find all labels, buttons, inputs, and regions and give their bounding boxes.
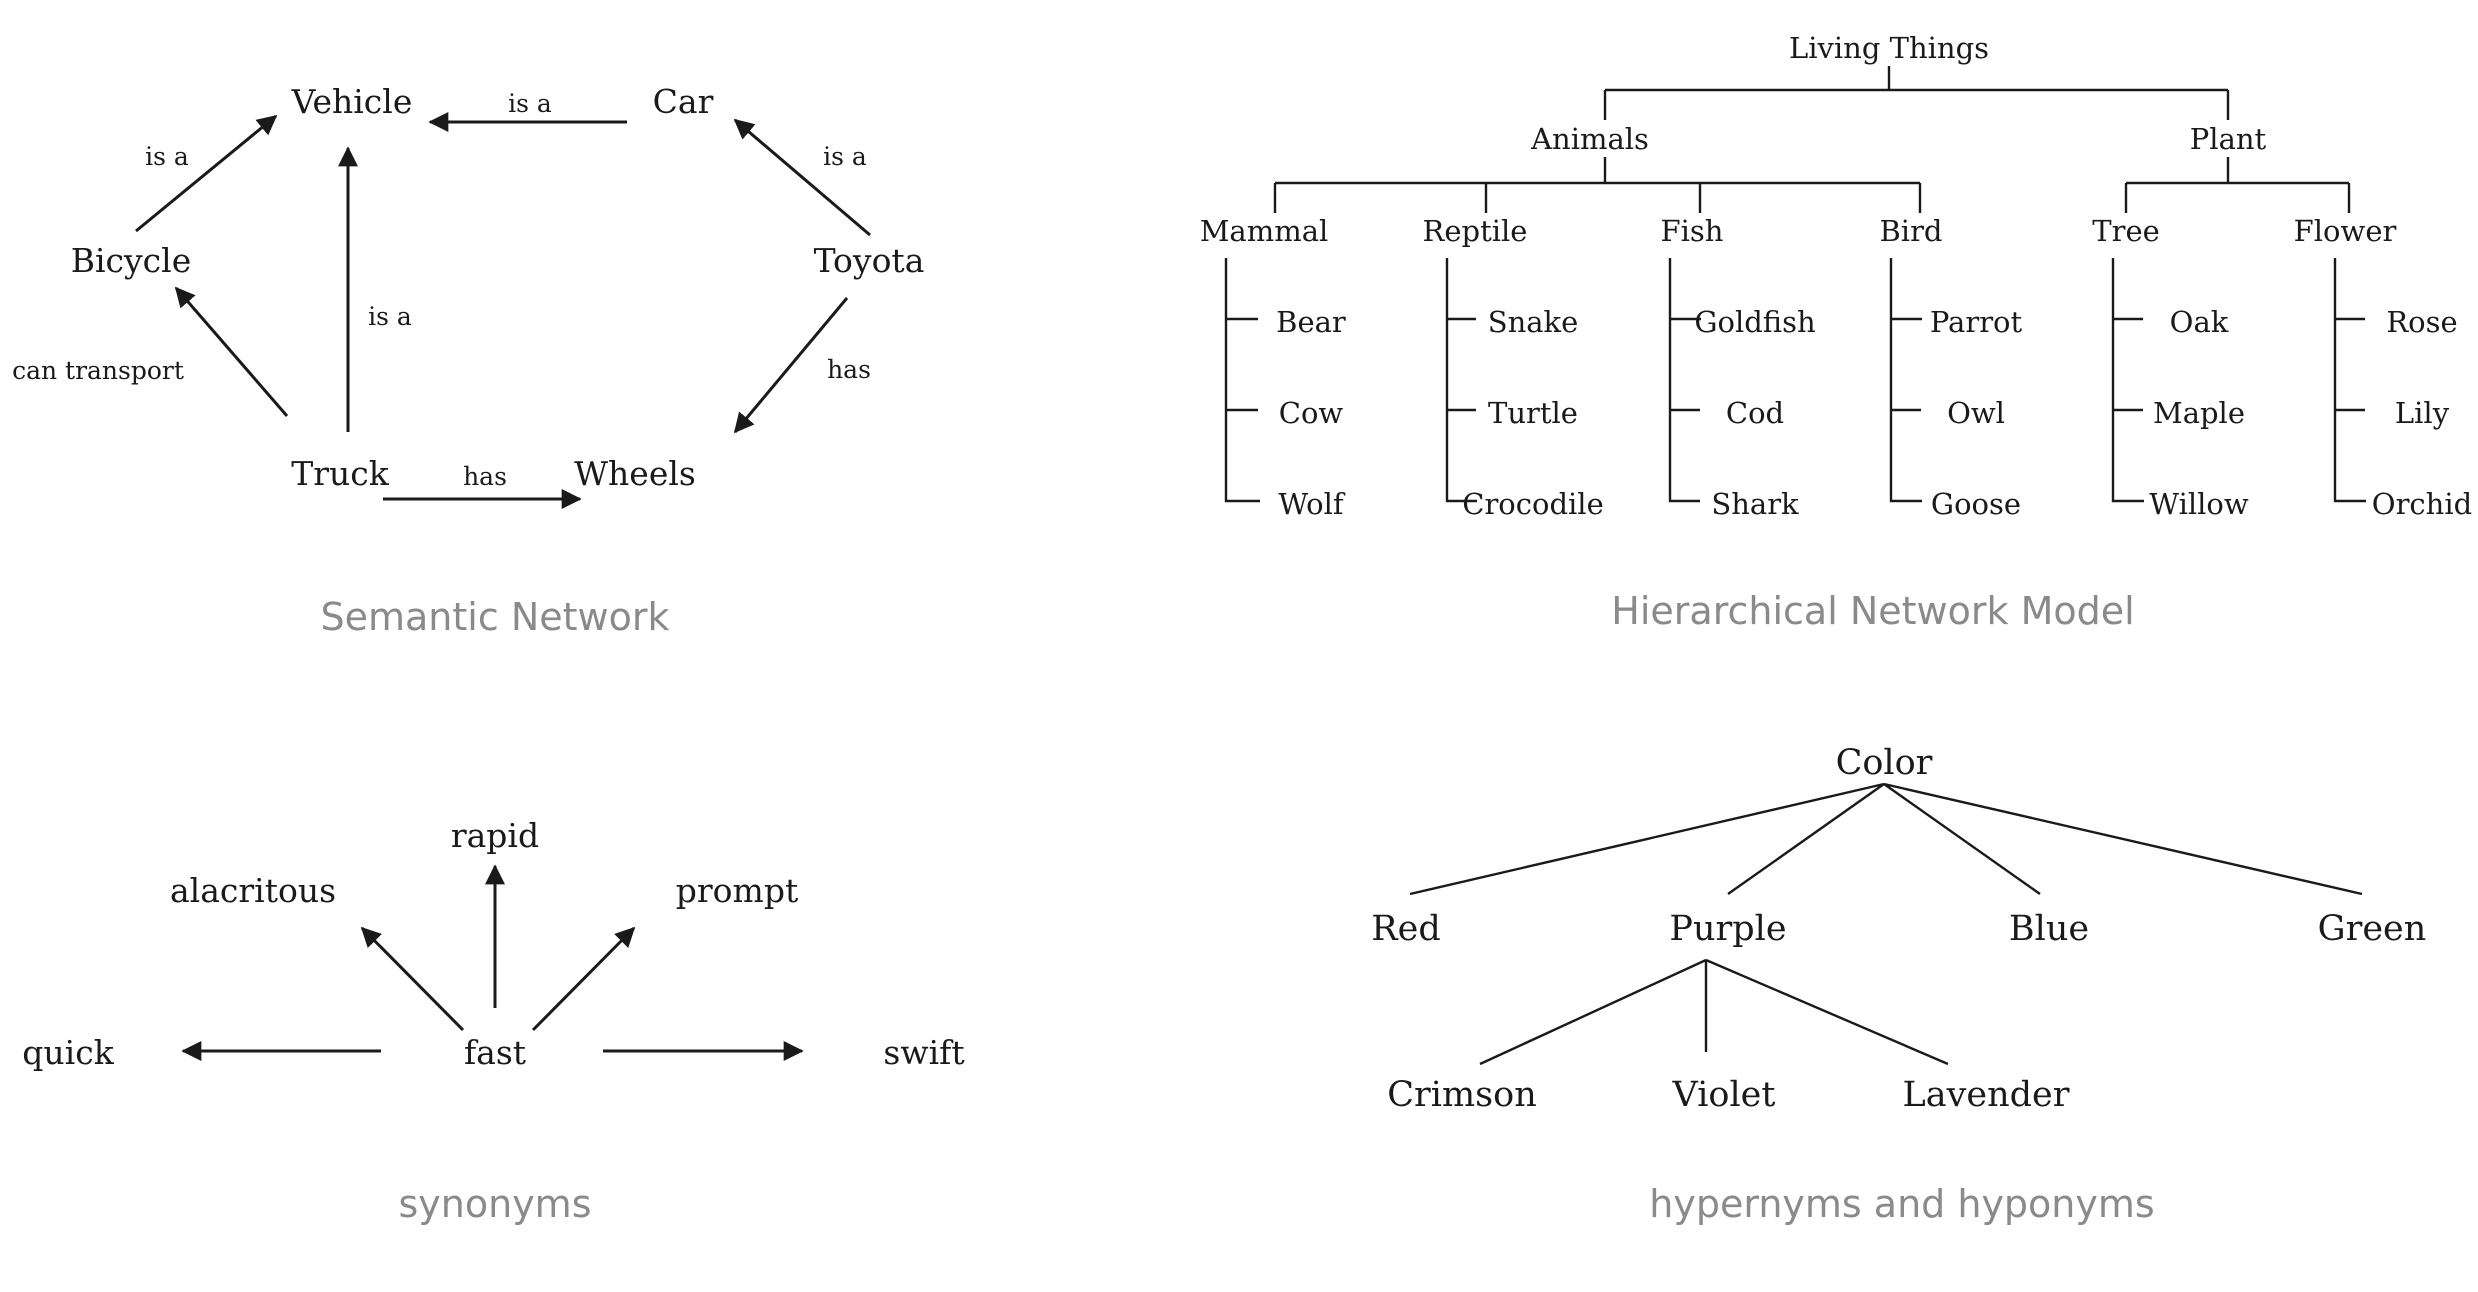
node-swift: swift <box>883 1033 964 1072</box>
node-vehicle: Vehicle <box>291 82 413 121</box>
caption-hypernyms-and-hyponyms: hypernyms and hyponyms <box>1649 1182 2154 1226</box>
label-truck-wheels: has <box>463 462 507 491</box>
leaf-goose: Goose <box>1931 487 2021 521</box>
leaf-rose: Rose <box>2386 305 2457 339</box>
edge-toyota-car <box>733 118 871 237</box>
label-toyota-wheels: has <box>827 355 871 384</box>
edge-fast-prompt <box>531 926 636 1032</box>
leaf-cod: Cod <box>1726 396 1784 430</box>
label-car-vehicle: is a <box>508 89 552 118</box>
node-animals: Animals <box>1530 122 1649 156</box>
edge-bicycle-vehicle <box>135 114 278 233</box>
node-living-things: Living Things <box>1789 31 1989 65</box>
label-bicycle-vehicle: is a <box>145 142 189 171</box>
leaf-parrot: Parrot <box>1930 305 2023 339</box>
leaf-owl: Owl <box>1947 396 2005 430</box>
leaf-cow: Cow <box>1279 396 1344 430</box>
bracket-mammal <box>1224 258 1260 503</box>
node-red: Red <box>1371 909 1440 949</box>
caption-synonyms: synonyms <box>398 1182 591 1226</box>
node-plant: Plant <box>2190 122 2267 156</box>
bracket-reptile <box>1445 258 1477 503</box>
hierarchical-network-model: Living Things Animals Plant Mammal Repti… <box>1200 31 2472 633</box>
bracket-flower <box>2333 258 2366 503</box>
edge-toyota-wheels <box>733 297 849 434</box>
label-truck-bicycle: can transport <box>12 356 184 385</box>
node-wheels: Wheels <box>574 454 696 493</box>
plant-connector <box>2124 157 2351 213</box>
caption-semantic-network: Semantic Network <box>321 595 670 639</box>
leaf-turtle: Turtle <box>1488 396 1578 430</box>
animals-connector <box>1273 157 1922 213</box>
node-fast: fast <box>464 1033 526 1072</box>
node-rapid: rapid <box>451 816 539 855</box>
node-reptile: Reptile <box>1423 214 1528 248</box>
leaf-orchid: Orchid <box>2372 487 2472 521</box>
root-connector <box>1603 66 2230 120</box>
node-bird: Bird <box>1879 214 1942 248</box>
node-fish: Fish <box>1661 214 1724 248</box>
bracket-fish <box>1668 258 1701 503</box>
node-alacritous: alacritous <box>170 871 336 910</box>
synonyms-diagram: fast rapid alacritous prompt quick swift… <box>22 816 964 1226</box>
semantic-network: Vehicle Car Bicycle Toyota Truck Wheels … <box>12 82 924 639</box>
bracket-tree <box>2111 258 2144 503</box>
node-truck: Truck <box>291 454 390 493</box>
node-green: Green <box>2318 909 2427 949</box>
node-tree: Tree <box>2092 214 2160 248</box>
edge-truck-bicycle <box>174 286 289 417</box>
node-purple: Purple <box>1669 909 1786 949</box>
node-crimson: Crimson <box>1387 1075 1536 1115</box>
node-toyota: Toyota <box>814 241 925 280</box>
label-truck-vehicle: is a <box>368 302 412 331</box>
purple-branches <box>1479 958 1949 1066</box>
hypernyms-diagram: Color Red Purple Blue Green Crimson Viol… <box>1371 743 2426 1226</box>
color-branches <box>1409 782 2363 896</box>
node-mammal: Mammal <box>1200 214 1329 248</box>
node-prompt: prompt <box>676 871 798 910</box>
leaf-willow: Willow <box>2149 487 2249 521</box>
node-color: Color <box>1836 743 1933 783</box>
node-quick: quick <box>22 1033 114 1072</box>
caption-hierarchical-network-model: Hierarchical Network Model <box>1611 589 2134 633</box>
leaf-lily: Lily <box>2395 396 2450 430</box>
leaf-oak: Oak <box>2170 305 2229 339</box>
node-blue: Blue <box>2009 909 2089 949</box>
leaf-goldfish: Goldfish <box>1694 305 1815 339</box>
node-bicycle: Bicycle <box>71 241 192 280</box>
node-lavender: Lavender <box>1903 1075 2070 1115</box>
leaf-snake: Snake <box>1488 305 1579 339</box>
leaf-maple: Maple <box>2153 396 2245 430</box>
bracket-bird <box>1889 258 1922 503</box>
leaf-wolf: Wolf <box>1278 487 1346 521</box>
leaf-shark: Shark <box>1711 487 1799 521</box>
node-violet: Violet <box>1672 1075 1776 1115</box>
node-car: Car <box>653 82 714 121</box>
label-toyota-car: is a <box>823 142 867 171</box>
leaf-crocodile: Crocodile <box>1462 487 1604 521</box>
edge-fast-alacritous <box>360 926 465 1032</box>
leaf-bear: Bear <box>1276 305 1346 339</box>
node-flower: Flower <box>2294 214 2397 248</box>
